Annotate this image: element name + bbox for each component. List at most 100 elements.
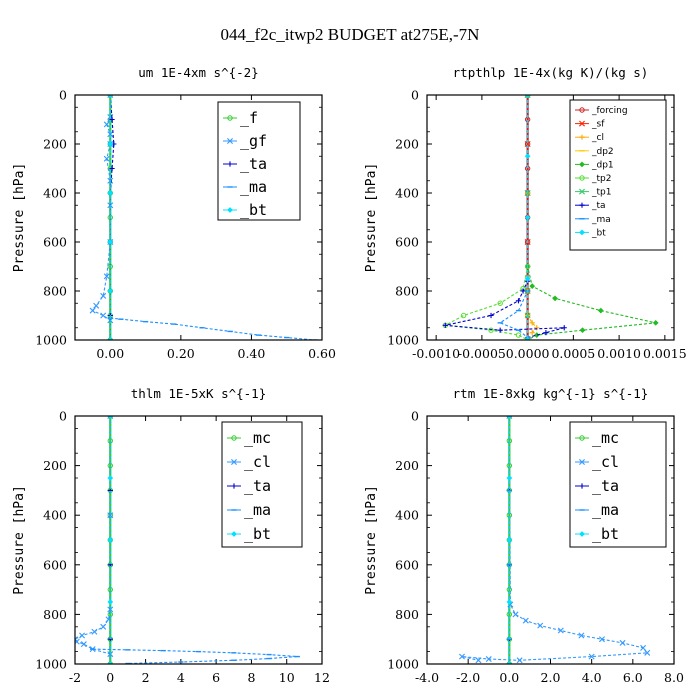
series-group — [89, 95, 318, 340]
y-tick-label: 800 — [395, 607, 419, 622]
legend-marker — [579, 107, 585, 113]
x-tick-label: 2.0 — [541, 670, 561, 685]
legend-label: _mc — [592, 429, 619, 447]
data-point — [524, 95, 531, 98]
panel-title: um 1E-4xm s^{-2} — [138, 65, 258, 80]
legend-label: _cl — [244, 453, 271, 471]
legend-label: _bt — [592, 525, 619, 543]
y-tick-label: 0 — [411, 409, 419, 424]
data-point — [619, 639, 626, 646]
legend-label: _bt — [240, 201, 267, 219]
legend: _forcing _sf _cl _dp2 _dp1 _tp2 _tp1 _ta _ma _bt — [569, 99, 667, 251]
data-point — [512, 611, 519, 618]
x-tick-label: 0.0000 — [506, 346, 550, 361]
series-group — [442, 95, 659, 340]
panel-2: rtpthlp 1E-4x(kg K)/(kg s) Pressure [hPa]… — [364, 65, 687, 361]
data-point — [107, 190, 114, 196]
data-point — [534, 325, 540, 331]
y-tick-label: 600 — [43, 235, 67, 250]
y-tick-label: 1000 — [35, 657, 67, 672]
data-point — [524, 337, 531, 340]
legend-label: _forcing — [591, 106, 628, 116]
series-group — [459, 416, 651, 664]
data-point — [561, 325, 567, 331]
data-point — [442, 322, 448, 328]
legend-marker — [579, 483, 585, 489]
plot-frame — [74, 94, 323, 341]
series-line-tp2 — [443, 95, 529, 340]
data-point — [107, 337, 114, 340]
data-point — [524, 153, 531, 160]
data-point — [107, 661, 114, 664]
panel-title: thlm 1E-5xK s^{-1} — [131, 386, 266, 401]
data-point — [506, 537, 513, 543]
x-tick-label: 0 — [106, 670, 114, 685]
data-point — [516, 657, 523, 664]
data-point — [107, 599, 114, 605]
figure-title: 044_f2c_itwp2 BUDGET at275E,-7N — [221, 25, 480, 44]
legend-label: _f — [240, 109, 258, 127]
y-tick-label: 200 — [395, 458, 419, 473]
data-point — [107, 131, 114, 138]
legend-marker — [579, 134, 585, 140]
data-point — [579, 327, 586, 334]
data-point — [488, 312, 494, 319]
data-point — [107, 416, 114, 419]
y-axis-label: Pressure [hPa] — [364, 163, 379, 273]
legend-marker — [227, 115, 233, 121]
x-tick-label: 4 — [177, 670, 185, 685]
data-point — [506, 475, 513, 481]
legend-label: _dp1 — [591, 160, 614, 170]
x-tick-label: 0.40 — [238, 346, 266, 361]
legend-marker — [231, 435, 237, 441]
data-point — [100, 292, 107, 299]
legend-label: _ma — [591, 215, 611, 225]
legend-marker — [579, 531, 585, 537]
data-point — [109, 165, 115, 172]
data-point — [588, 653, 595, 660]
x-tick-label: 2 — [142, 670, 150, 685]
legend-label: _ma — [240, 178, 267, 196]
data-point — [524, 239, 531, 245]
y-axis-label: Pressure [hPa] — [364, 485, 379, 595]
data-point — [103, 155, 110, 162]
data-point — [524, 337, 531, 340]
legend-label: _tp2 — [591, 174, 611, 184]
legend-label: _dp2 — [591, 147, 614, 157]
x-tick-label: -2 — [69, 670, 81, 685]
legend: _mc _cl _ta _ma _bt — [569, 421, 667, 548]
legend-marker — [579, 161, 585, 168]
data-point — [552, 295, 559, 302]
legend-marker — [231, 483, 237, 489]
y-tick-label: 400 — [43, 508, 67, 523]
data-point — [107, 239, 114, 245]
data-point — [497, 327, 503, 333]
series-line-cl — [527, 95, 538, 334]
data-point — [485, 656, 492, 663]
legend-marker — [227, 161, 233, 167]
legend-box — [217, 101, 301, 221]
series-line-cl — [461, 416, 649, 661]
legend-box — [569, 421, 667, 548]
y-axis-label: Pressure [hPa] — [12, 163, 27, 273]
data-point — [93, 302, 100, 309]
data-point — [529, 320, 535, 326]
legend-marker — [579, 188, 585, 195]
x-tick-label: 8.0 — [664, 670, 684, 685]
data-point — [598, 636, 605, 643]
y-tick-label: 800 — [43, 607, 67, 622]
data-point — [515, 332, 522, 338]
data-point — [597, 307, 604, 314]
data-point — [107, 475, 114, 481]
y-tick-label: 0 — [59, 88, 67, 103]
x-tick-label: 6.0 — [623, 670, 643, 685]
series-line-ma — [92, 648, 298, 664]
legend-label: _cl — [592, 453, 619, 471]
legend-label: _tp1 — [591, 188, 611, 198]
data-point — [488, 327, 494, 333]
x-tick-label: 0.0015 — [643, 346, 687, 361]
x-tick-label: 0.0005 — [551, 346, 595, 361]
data-point — [107, 606, 114, 613]
y-tick-label: 200 — [43, 137, 67, 152]
panels-group: um 1E-4xm s^{-2}Pressure [hPa]0200400600… — [12, 65, 687, 685]
